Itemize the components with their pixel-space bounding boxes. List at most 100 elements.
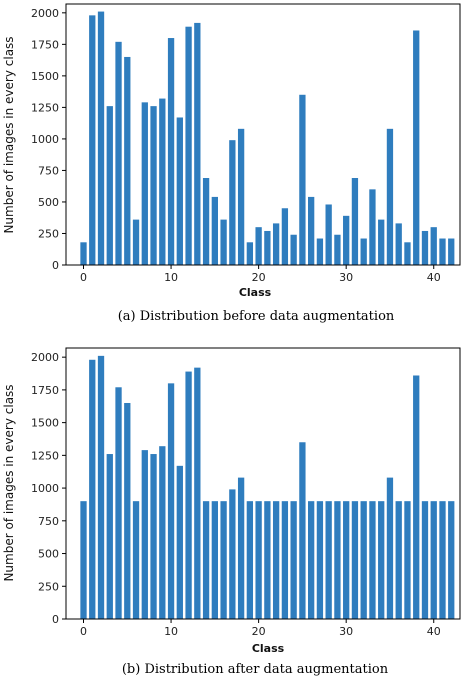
bar-class-10 [167,383,175,619]
bar-class-8 [150,454,157,619]
bar-class-34 [378,501,385,619]
bar-class-34 [378,219,385,265]
bar-class-30 [343,501,350,619]
bar-class-41 [439,238,446,265]
bar-class-26 [308,196,315,265]
bar-class-38 [413,375,420,619]
bar-class-12 [185,371,192,619]
x-tick-label: 10 [164,625,178,638]
bar-class-19 [246,242,254,265]
bar-class-18 [237,128,245,265]
bar-class-7 [141,450,148,619]
plot-area: 0 250 500 750 1000 1250 1500 1750 2000 0 10 20 30 40 [31,3,461,284]
bar-class-6 [132,219,140,265]
bar-class-33 [369,501,376,619]
y-tick-label: 750 [38,515,59,528]
bar-class-11 [176,117,183,265]
bar-class-20 [255,501,262,619]
bar-class-3 [106,106,113,265]
bar-class-37 [404,501,411,619]
bar-class-5 [124,402,131,619]
x-tick-label: 20 [252,271,266,284]
bar-class-11 [176,465,183,619]
bar-class-19 [246,501,254,619]
bar-class-20 [255,227,262,265]
bar-class-21 [264,501,271,619]
bar-class-25 [299,442,306,619]
x-tick-label: 20 [252,625,266,638]
bar-class-0 [80,242,87,265]
bar-class-38 [413,30,420,266]
bar-class-24 [290,234,297,265]
bar-class-7 [141,102,148,265]
bar-class-15 [211,501,218,619]
y-axis-label: Number of images in every class [2,36,16,233]
x-tick-label: 0 [80,271,87,284]
bar-class-9 [159,446,166,619]
y-tick-label: 1250 [31,101,59,114]
bar-class-0 [80,501,87,619]
bar-class-14 [202,178,210,265]
bar-class-36 [395,223,402,265]
bar-class-35 [386,128,394,265]
bar-class-42 [448,238,455,265]
y-tick-label: 250 [38,580,59,593]
x-tick-label: 10 [164,271,178,284]
y-tick-label: 1000 [31,133,59,146]
bar-class-42 [448,501,455,619]
bar-class-39 [421,501,429,619]
bar-class-27 [316,238,324,265]
bar-class-31 [351,178,359,265]
bar-class-39 [421,230,429,265]
x-axis-label: Class [252,642,285,655]
y-tick-label: 1750 [31,384,59,397]
bar-class-25 [299,94,306,265]
bar-class-28 [325,501,332,619]
bar-class-24 [290,501,297,619]
bar-class-1 [89,15,96,265]
bar-class-26 [308,501,315,619]
y-tick-label: 500 [38,196,59,209]
bar-class-16 [220,219,227,265]
bar-class-2 [97,11,105,265]
bar-class-40 [430,501,437,619]
y-tick-label: 1500 [31,70,59,83]
ylabel-group: Number of images in every class [2,36,16,233]
bar-class-30 [343,215,350,265]
ylabel-group: Number of images in every class [2,384,16,581]
y-tick-label: 2000 [31,351,59,364]
plot-frame [65,347,461,620]
y-tick-label: 1500 [31,417,59,430]
bar-class-27 [316,501,324,619]
bar-class-16 [220,501,227,619]
x-tick-label: 40 [427,625,441,638]
bar-class-32 [360,501,367,619]
bar-class-33 [369,189,376,265]
caption-b: (b) Distribution after data augmentation [122,662,389,677]
bar-class-5 [124,56,131,266]
y-tick-label: 1750 [31,38,59,51]
bar-class-9 [159,98,166,265]
bar-class-23 [281,501,289,619]
bar-class-6 [132,501,140,619]
bar-class-4 [115,387,122,619]
bar-class-12 [185,26,192,266]
bar-class-4 [115,41,122,265]
bar-class-36 [395,501,402,619]
x-axis-label: Class [239,286,272,299]
bar-class-13 [194,367,201,619]
bar-class-22 [272,223,280,265]
y-tick-label: 0 [52,259,59,272]
plot-area: 0 250 500 750 1000 1250 1500 1750 2000 0 10 20 30 40 [31,347,461,638]
bar-class-29 [334,234,341,265]
bar-class-15 [211,196,218,265]
bar-class-31 [351,501,359,619]
bar-class-8 [150,106,157,265]
bar-class-18 [237,477,245,619]
x-tick-label: 30 [339,625,353,638]
chart-before-augmentation: Number of images in every class 0 250 500 7… [2,3,461,324]
caption-a: (a) Distribution before data augmentatio… [118,309,395,324]
y-tick-label: 0 [52,613,59,626]
bar-class-41 [439,501,446,619]
y-tick-label: 250 [38,227,59,240]
